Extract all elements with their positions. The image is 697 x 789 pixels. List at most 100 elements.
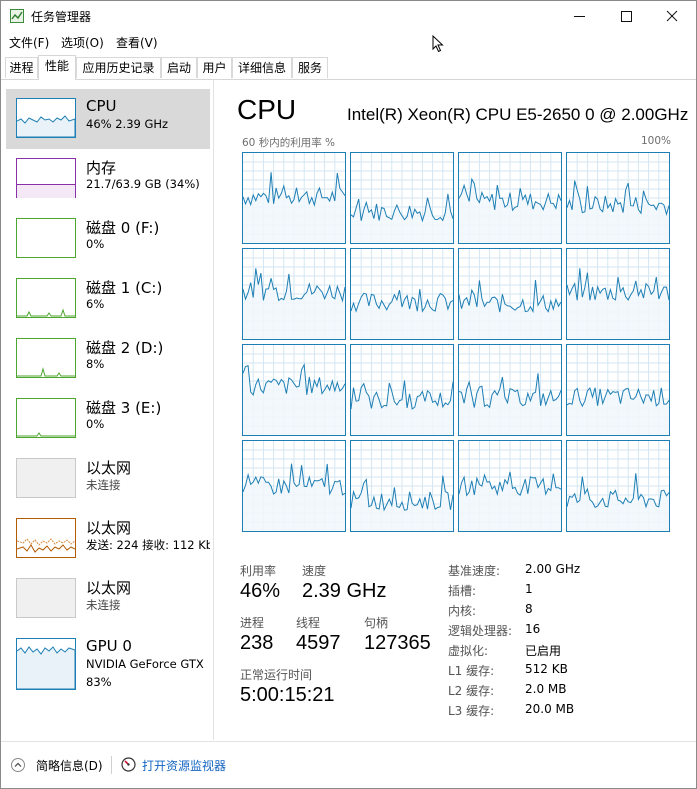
disk-thumb-line: [17, 432, 75, 437]
menu-file[interactable]: 文件(F): [9, 36, 50, 50]
processor-usage-line: [243, 362, 345, 396]
disk-thumbnail-graph: [16, 218, 76, 258]
disk-thumb-line: [17, 367, 75, 377]
processor-usage-area: [567, 268, 669, 339]
fewer-details-button[interactable]: [11, 758, 25, 772]
info-label: 插槽:: [448, 584, 477, 598]
info-value: 已启用: [525, 644, 562, 658]
sidebar-item-disk-1[interactable]: 磁盘 1 (C:) 6%: [6, 269, 210, 329]
sidebar-item-sub: 0%: [86, 417, 105, 431]
sidebar-item-sub2: 83%: [86, 675, 112, 689]
processor-graph-svg: [243, 153, 345, 243]
tab-performance[interactable]: 性能: [38, 55, 76, 80]
speed-value: 2.39 GHz: [302, 580, 387, 602]
close-button[interactable]: [649, 1, 695, 31]
sidebar-item-title: GPU 0: [86, 637, 132, 655]
handles-label: 句柄: [364, 616, 389, 630]
processor-usage-line: [567, 473, 669, 509]
processor-usage-line: [351, 289, 453, 313]
sidebar-item-disk-2[interactable]: 磁盘 2 (D:) 8%: [6, 329, 210, 389]
sidebar-item-title: 以太网: [86, 519, 132, 537]
sidebar-item-cpu[interactable]: CPU 46% 2.39 GHz: [6, 89, 210, 149]
info-label: L1 缓存:: [448, 664, 495, 678]
info-value: 2.0 MB: [525, 682, 567, 696]
threads-label: 线程: [296, 616, 321, 630]
sidebar-item-sub: 0%: [86, 237, 105, 251]
sidebar-item-ethernet-1[interactable]: 以太网 未连接: [6, 449, 210, 509]
processor-graph-svg: [567, 345, 669, 435]
processor-usage-line: [351, 380, 453, 410]
processor-usage-line: [567, 268, 669, 301]
processor-usage-area: [459, 471, 561, 531]
processor-graph-svg: [351, 441, 453, 531]
logical-processor-graph: [350, 440, 454, 532]
logical-processor-graphs[interactable]: [242, 152, 672, 536]
task-manager-icon: [10, 9, 24, 23]
utilization-label: 利用率: [240, 564, 277, 578]
fewer-details-link[interactable]: 简略信息(D): [36, 759, 103, 773]
logical-processor-graph: [350, 248, 454, 340]
cpu-thumb-line: [16, 115, 76, 138]
tab-details[interactable]: 详细信息: [232, 57, 292, 78]
sidebar-item-disk-3[interactable]: 磁盘 3 (E:) 0%: [6, 389, 210, 449]
processes-label: 进程: [240, 616, 265, 630]
tab-services[interactable]: 服务: [292, 57, 328, 78]
processor-usage-area: [351, 289, 453, 339]
sidebar-item-title: 以太网: [86, 579, 132, 597]
processor-usage-area: [459, 373, 561, 435]
processor-usage-line: [567, 386, 669, 408]
info-label: L2 缓存:: [448, 684, 495, 698]
processor-usage-line: [459, 280, 561, 314]
sidebar-item-title: 磁盘 1 (C:): [86, 279, 163, 297]
processor-usage-line: [351, 193, 453, 223]
sidebar-item-disk-0[interactable]: 磁盘 0 (F:) 0%: [6, 209, 210, 269]
maximize-button[interactable]: [603, 1, 649, 31]
processor-graph-svg: [459, 345, 561, 435]
sidebar-item-memory[interactable]: 内存 21.7/63.9 GB (34%): [6, 149, 210, 209]
disk-thumbnail-graph: [16, 278, 76, 318]
sidebar-item-ethernet-2[interactable]: 以太网 发送: 224 接收: 112 Kbps: [6, 509, 210, 569]
logical-processor-graph: [242, 248, 346, 340]
processor-usage-line: [459, 177, 561, 212]
window-title: 任务管理器: [31, 10, 92, 24]
cpu-detail-panel: CPU Intel(R) Xeon(R) CPU E5-2650 0 @ 2.0…: [214, 80, 696, 740]
sidebar-item-ethernet-3[interactable]: 以太网 未连接: [6, 569, 210, 629]
open-resource-monitor-link[interactable]: 打开资源监视器: [142, 759, 227, 773]
processor-graph-svg: [243, 249, 345, 339]
title-bar[interactable]: 任务管理器: [1, 1, 696, 31]
tab-startup[interactable]: 启动: [161, 57, 197, 78]
sidebar-item-gpu-0[interactable]: GPU 0 NVIDIA GeForce GTX 83%: [6, 629, 210, 695]
utilization-value: 46%: [240, 580, 281, 602]
menu-view[interactable]: 查看(V): [116, 36, 158, 50]
logical-processor-graph: [458, 248, 562, 340]
sidebar-item-sub: 发送: 224 接收: 112 Kbps: [86, 538, 210, 552]
processor-graph-svg: [243, 441, 345, 531]
processor-usage-line: [459, 471, 561, 497]
logical-processor-graph: [566, 152, 670, 244]
info-label: L3 缓存:: [448, 704, 495, 718]
info-value: 512 KB: [525, 662, 568, 676]
cpu-thumbnail-graph: [16, 98, 76, 138]
maximize-icon: [621, 11, 632, 22]
processor-usage-line: [351, 475, 453, 512]
sidebar-item-sub: 8%: [86, 357, 105, 371]
tab-users[interactable]: 用户: [197, 57, 232, 78]
info-value: 1: [525, 582, 533, 596]
chevron-up-icon: [14, 762, 22, 767]
processor-usage-line: [567, 180, 669, 217]
processor-usage-area: [243, 268, 345, 339]
sidebar-item-sub: 6%: [86, 297, 105, 311]
uptime-value: 5:00:15:21: [240, 684, 335, 706]
ethernet-thumbnail-graph: [16, 518, 76, 558]
tab-app-history[interactable]: 应用历史记录: [76, 57, 161, 78]
processor-graph-svg: [351, 153, 453, 243]
minimize-button[interactable]: [557, 1, 603, 31]
logical-processor-graph: [566, 440, 670, 532]
sidebar-item-title: 磁盘 3 (E:): [86, 399, 162, 417]
info-value: 20.0 MB: [525, 702, 575, 716]
menu-options[interactable]: 选项(O): [61, 36, 104, 50]
tab-processes[interactable]: 进程: [5, 57, 38, 78]
processor-graph-svg: [459, 153, 561, 243]
info-label: 基准速度:: [448, 564, 501, 578]
